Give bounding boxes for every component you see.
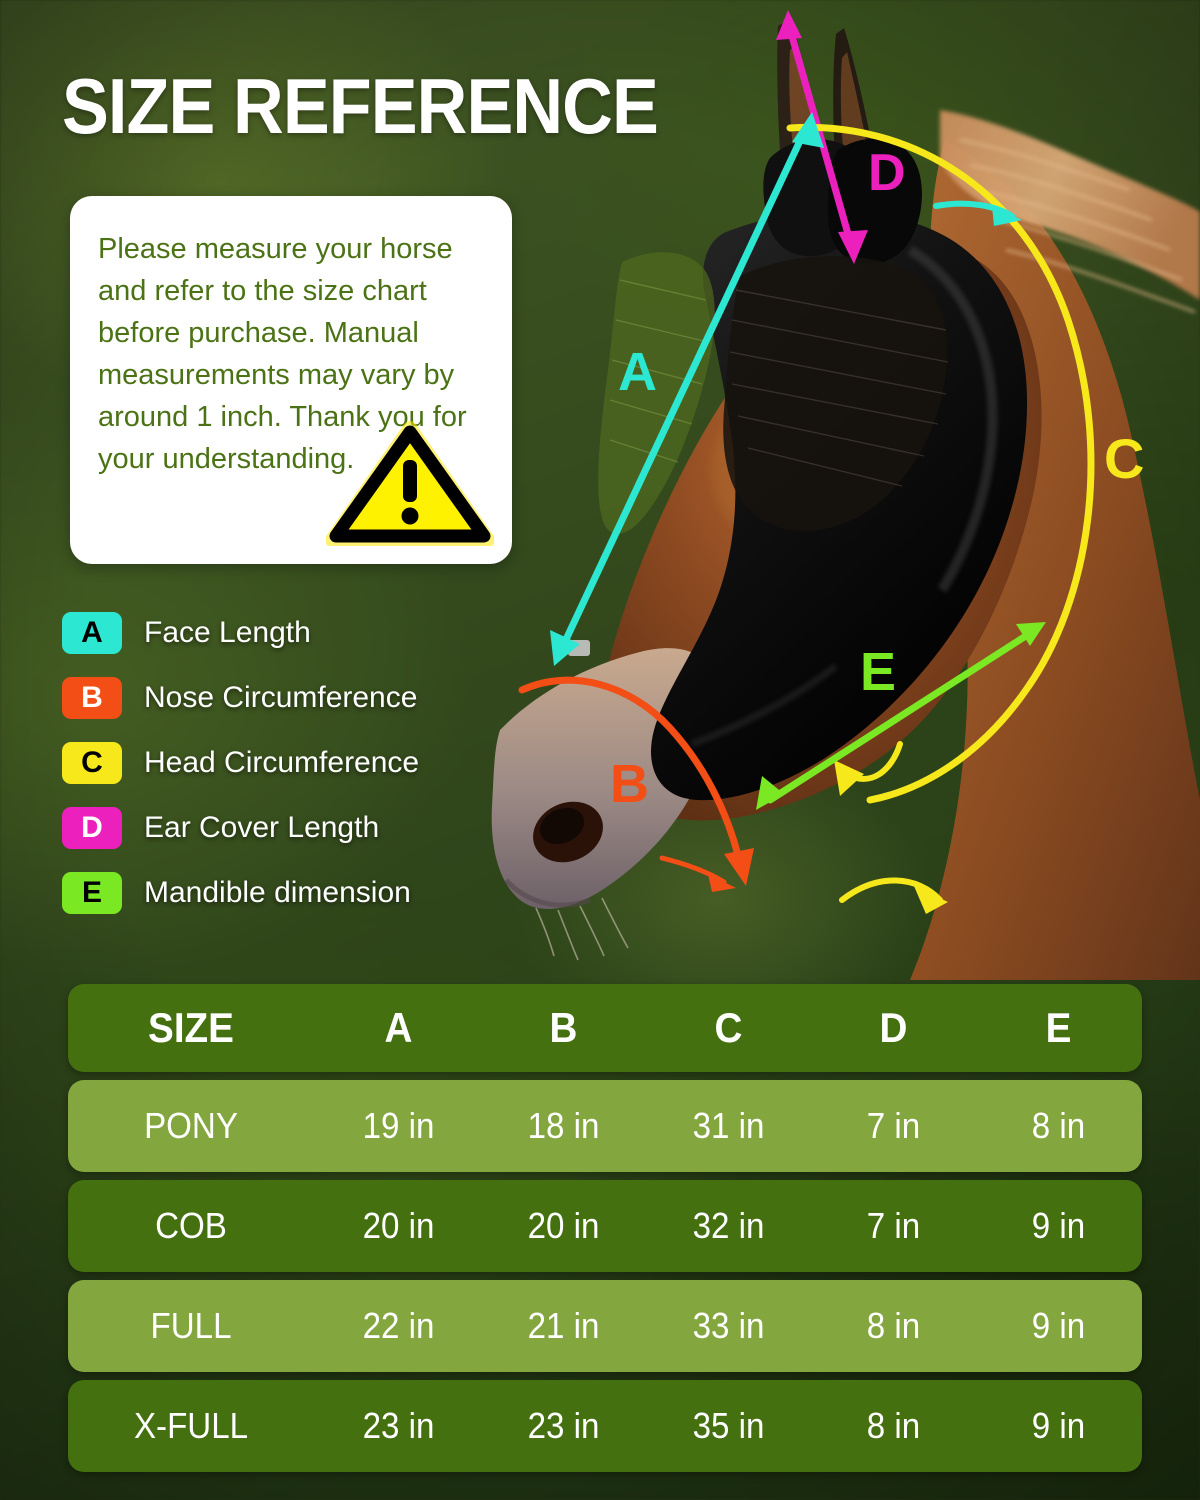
legend-badge-a: A (62, 612, 122, 654)
cell-d: 8 in (866, 1305, 921, 1346)
cell-c: 31 in (692, 1105, 765, 1146)
legend-item-b: B Nose Circumference (62, 677, 482, 719)
cell-b: 20 in (527, 1205, 600, 1246)
column-header-size: SIZE (148, 1004, 234, 1051)
horse-photo: D C A (440, 0, 1200, 980)
measurement-legend: A Face Length B Nose Circumference C Hea… (62, 612, 482, 937)
table-row: X-FULL 23 in 23 in 35 in 8 in 9 in (68, 1380, 1142, 1472)
table-row: PONY 19 in 18 in 31 in 7 in 8 in (68, 1080, 1142, 1172)
cell-size: X-FULL (133, 1405, 249, 1446)
column-header-c: C (714, 1004, 743, 1051)
cell-b: 18 in (527, 1105, 600, 1146)
legend-label-c: Head Circumference (144, 746, 420, 779)
legend-label-a: Face Length (144, 616, 311, 649)
column-header-a: A (384, 1004, 413, 1051)
legend-label-e: Mandible dimension (144, 876, 411, 909)
legend-label-b: Nose Circumference (144, 681, 418, 714)
cell-e: 9 in (1031, 1205, 1086, 1246)
legend-item-e: E Mandible dimension (62, 872, 482, 914)
cell-size: COB (155, 1205, 227, 1246)
cell-d: 7 in (866, 1205, 921, 1246)
cell-d: 8 in (866, 1405, 921, 1446)
svg-text:A: A (618, 342, 657, 402)
table-row: FULL 22 in 21 in 33 in 8 in 9 in (68, 1280, 1142, 1372)
svg-text:E: E (860, 642, 896, 702)
legend-item-c: C Head Circumference (62, 742, 482, 784)
legend-badge-b: B (62, 677, 122, 719)
svg-text:C: C (1104, 427, 1144, 490)
cell-size: FULL (150, 1305, 232, 1346)
warning-triangle-icon (326, 421, 494, 546)
cell-d: 7 in (866, 1105, 921, 1146)
svg-text:B: B (610, 754, 649, 814)
table-header-row: SIZE A B C D E (68, 984, 1142, 1072)
page-title: SIZE REFERENCE (62, 62, 659, 150)
measurement-note-card: Please measure your horse and refer to t… (70, 196, 512, 564)
cell-e: 8 in (1031, 1105, 1086, 1146)
cell-e: 9 in (1031, 1305, 1086, 1346)
cell-b: 23 in (527, 1405, 600, 1446)
column-header-d: D (879, 1004, 908, 1051)
cell-c: 35 in (692, 1405, 765, 1446)
legend-label-d: Ear Cover Length (144, 811, 380, 844)
column-header-b: B (549, 1004, 578, 1051)
legend-badge-e: E (62, 872, 122, 914)
legend-badge-d: D (62, 807, 122, 849)
cell-a: 23 in (362, 1405, 435, 1446)
cell-size: PONY (144, 1105, 238, 1146)
measurement-note-text: Please measure your horse and refer to t… (98, 233, 467, 475)
cell-a: 19 in (362, 1105, 435, 1146)
cell-a: 22 in (362, 1305, 435, 1346)
svg-text:D: D (868, 144, 906, 202)
cell-a: 20 in (362, 1205, 435, 1246)
legend-item-d: D Ear Cover Length (62, 807, 482, 849)
cell-c: 32 in (692, 1205, 765, 1246)
table-row: COB 20 in 20 in 32 in 7 in 9 in (68, 1180, 1142, 1272)
legend-item-a: A Face Length (62, 612, 482, 654)
column-header-e: E (1045, 1004, 1072, 1051)
size-chart-table: SIZE A B C D E PONY 19 in 18 in 31 in 7 … (68, 984, 1142, 1480)
cell-e: 9 in (1031, 1405, 1086, 1446)
cell-c: 33 in (692, 1305, 765, 1346)
cell-b: 21 in (527, 1305, 600, 1346)
legend-badge-c: C (62, 742, 122, 784)
